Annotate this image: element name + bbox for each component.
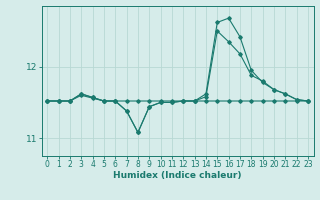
X-axis label: Humidex (Indice chaleur): Humidex (Indice chaleur) <box>113 171 242 180</box>
